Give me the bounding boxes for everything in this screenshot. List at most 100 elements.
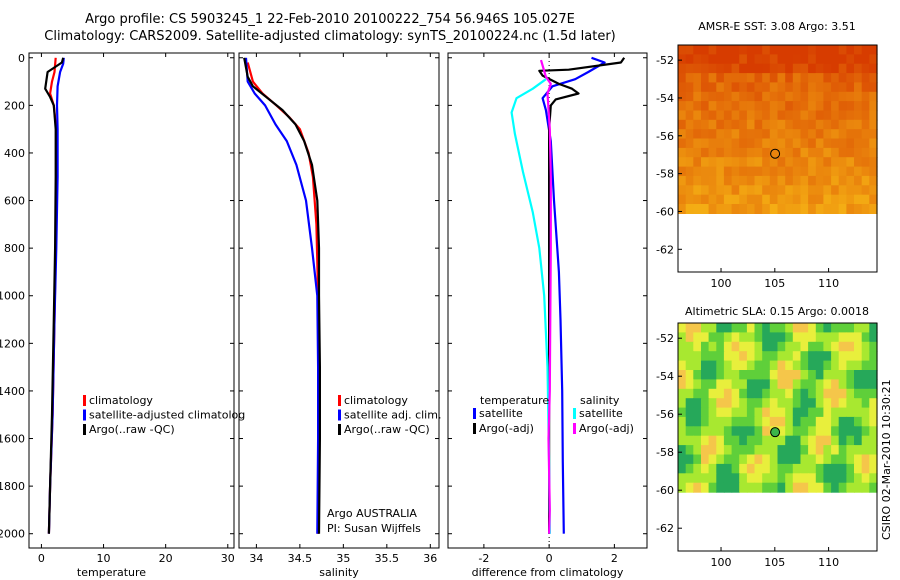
sst-heatmap-cell — [815, 119, 825, 130]
sst-heatmap-cell — [685, 82, 694, 93]
sla-heatmap-cell — [792, 360, 802, 371]
sla-heatmap-cell — [792, 398, 802, 409]
sla-heatmap-cell — [731, 473, 740, 484]
sst-heatmap-cell — [869, 54, 878, 65]
sst-heatmap-cell — [762, 129, 771, 140]
sla-heatmap-cell — [777, 351, 786, 362]
sla-heatmap-cell — [685, 351, 694, 362]
temperature-ytick-label: 2000 — [0, 528, 25, 541]
sst-heatmap-cell — [792, 185, 802, 196]
sla-heatmap-cell — [861, 435, 870, 446]
sst-heatmap-cell — [678, 45, 687, 55]
sla-heatmap-cell — [701, 426, 710, 437]
sst-heatmap-cell — [678, 119, 687, 130]
sst-heatmap-cell — [792, 166, 802, 177]
sst-heatmap-cell — [800, 54, 809, 65]
sla-heatmap-cell — [831, 341, 840, 352]
sst-heatmap-cell — [701, 73, 710, 84]
sla-heatmap-cell — [838, 398, 847, 409]
sst-heatmap-cell — [846, 166, 855, 177]
sst-heatmap-cell — [838, 185, 847, 196]
sla-heatmap-cell — [746, 407, 756, 418]
sla-heatmap-cell — [777, 398, 786, 409]
sst-heatmap-cell — [815, 157, 825, 168]
sst-heatmap-cell — [746, 101, 756, 112]
sla-heatmap-cell — [693, 435, 702, 446]
sst-heatmap-cell — [678, 175, 687, 186]
sla-heatmap-cell — [854, 407, 863, 418]
sla-heatmap-cell — [831, 416, 840, 427]
sst-heatmap-cell — [716, 185, 725, 196]
sst-heatmap-cell — [762, 185, 771, 196]
sla-heatmap-cell — [815, 435, 825, 446]
sla-heatmap-cell — [762, 379, 771, 390]
sla-heatmap-cell — [678, 332, 687, 343]
sla-heatmap-cell — [762, 416, 771, 427]
sla-heatmap-cell — [823, 426, 832, 437]
sla-heatmap-cell — [785, 370, 794, 380]
sla-heatmap-cell — [800, 435, 809, 446]
sst-heatmap-cell — [685, 147, 694, 158]
sla-heatmap-cell — [831, 482, 840, 493]
sla-heatmap-cell — [854, 473, 863, 484]
sla-heatmap-cell — [861, 473, 870, 484]
sst-heatmap-cell — [708, 45, 717, 55]
sla-heatmap-cell — [854, 388, 863, 399]
temperature-ytick-label: 1600 — [0, 433, 25, 446]
sla-heatmap-cell — [746, 370, 756, 380]
sla-heatmap-cell — [869, 360, 878, 371]
sla-heatmap-cell — [716, 370, 725, 380]
sla-heatmap-cell — [792, 370, 802, 380]
sla-heatmap-cell — [701, 360, 710, 371]
sst-heatmap-cell — [838, 101, 847, 112]
sla-heatmap-cell — [685, 435, 694, 446]
sla-heatmap-cell — [708, 341, 717, 352]
sst-heatmap-cell — [854, 129, 863, 140]
sst-heatmap-cell — [831, 101, 840, 112]
sla-heatmap-cell — [800, 360, 809, 371]
sla-heatmap-cell — [678, 360, 687, 371]
sst-heatmap-cell — [716, 101, 725, 112]
sla-heatmap-cell — [838, 435, 847, 446]
sla-heatmap-cell — [800, 351, 809, 362]
sst-heatmap-cell — [831, 45, 840, 55]
sla-heatmap-cell — [815, 398, 825, 409]
sst-heatmap-cell — [861, 138, 870, 149]
sla-heatmap-cell — [869, 426, 878, 437]
sst-heatmap-cell — [762, 45, 771, 55]
difference-series-line — [538, 57, 626, 534]
sst-heatmap-cell — [708, 54, 717, 65]
sst-heatmap-cell — [701, 91, 710, 102]
sla-heatmap-cell — [831, 463, 840, 474]
sla-heatmap-cell — [838, 351, 847, 362]
difference-xtick-label: 0 — [546, 552, 553, 565]
sla-heatmap-cell — [777, 426, 786, 437]
sst-heatmap-cell — [723, 119, 733, 130]
sla-heatmap-cell — [792, 473, 802, 484]
sla-heatmap-cell — [762, 454, 771, 465]
sst-heatmap-cell — [678, 82, 687, 93]
sla-heatmap-cell — [685, 370, 694, 380]
sla-heatmap-cell — [838, 360, 847, 371]
sst-heatmap-cell — [685, 54, 694, 65]
sst-heatmap-cell — [846, 63, 855, 74]
sst-heatmap-cell — [815, 147, 825, 158]
sla-ytick-label: -56 — [656, 408, 674, 421]
sst-heatmap-cell — [739, 194, 748, 205]
sst-heatmap-cell — [678, 91, 687, 102]
sst-heatmap-cell — [769, 91, 779, 102]
sla-ytick-label: -54 — [656, 370, 674, 383]
sst-heatmap-cell — [701, 185, 710, 196]
sst-heatmap-cell — [808, 204, 817, 214]
sst-heatmap-cell — [716, 138, 725, 149]
sst-heatmap-cell — [754, 73, 763, 84]
sst-heatmap-cell — [823, 45, 832, 55]
sst-heatmap-cell — [869, 147, 878, 158]
sla-heatmap-cell — [723, 351, 733, 362]
sst-heatmap-cell — [762, 157, 771, 168]
sla-heatmap-cell — [731, 323, 740, 333]
sla-ytick-label: -52 — [656, 332, 674, 345]
sla-heatmap-cell — [854, 323, 863, 333]
sst-heatmap-cell — [854, 147, 863, 158]
sst-heatmap-cell — [838, 147, 847, 158]
